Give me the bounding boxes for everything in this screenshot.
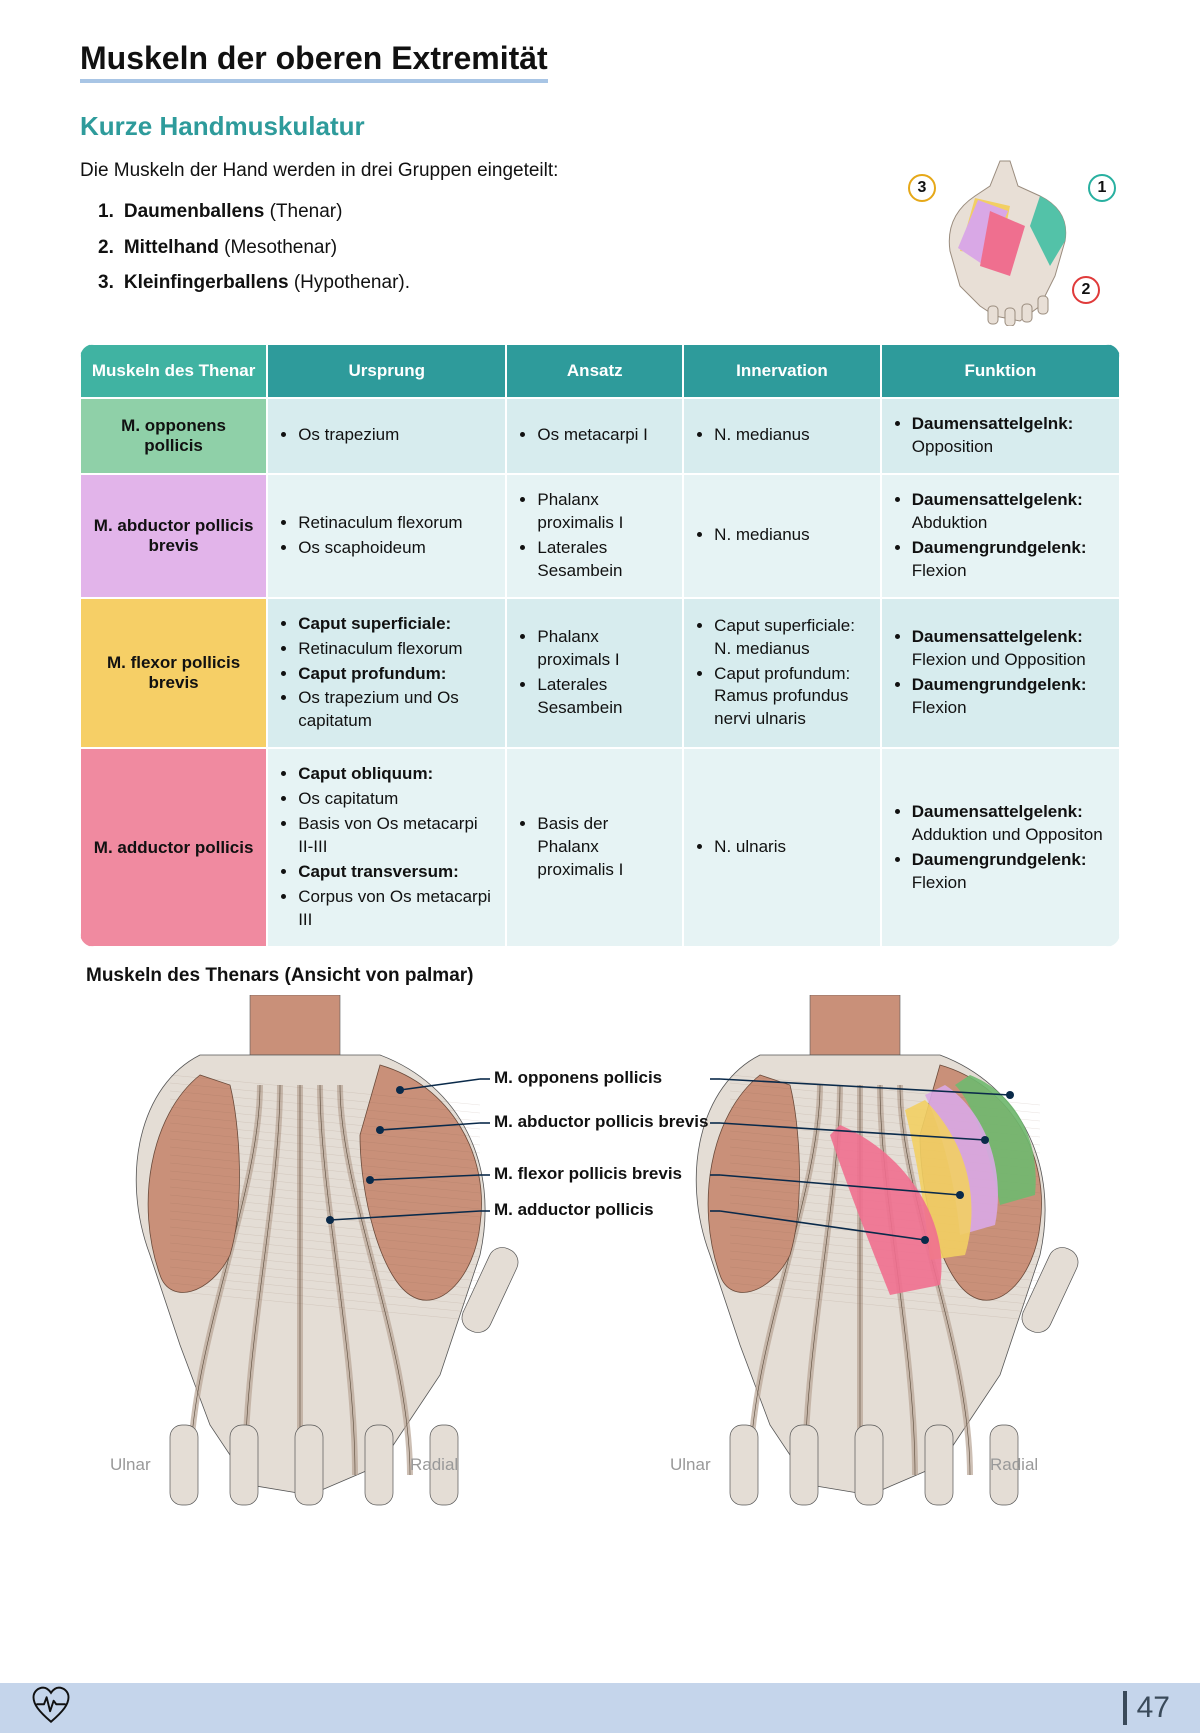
anatomy-callout: M. abductor pollicis brevis: [494, 1112, 708, 1132]
intro-paragraph: Die Muskeln der Hand werden in drei Grup…: [80, 156, 860, 185]
anatomy-callout: M. flexor pollicis brevis: [494, 1164, 682, 1184]
table-row: M. opponens pollicisOs trapeziumOs metac…: [80, 398, 1120, 474]
intro-block: Die Muskeln der Hand werden in drei Grup…: [80, 156, 860, 304]
table-header: Muskeln des Thenar: [80, 344, 267, 398]
table-cell: Os metacarpi I: [506, 398, 683, 474]
table-header: Innervation: [683, 344, 881, 398]
table-cell: Phalanx proximalis ILaterales Sesambein: [506, 474, 683, 598]
side-label: Ulnar: [670, 1455, 711, 1475]
side-label: Radial: [410, 1455, 458, 1475]
table-header: Ansatz: [506, 344, 683, 398]
table-cell: Daumen­sattelgelnk: Opposition: [881, 398, 1120, 474]
page-footer: 47: [0, 1683, 1200, 1733]
muscle-name-cell: M. flexor pollicis brevis: [80, 598, 267, 749]
table-cell: Caput obliquum:Os capitatumBasis von Os …: [267, 748, 506, 947]
side-label: Ulnar: [110, 1455, 151, 1475]
table-row: M. abductor pollicis brevisRetinaculum f…: [80, 474, 1120, 598]
diagram-badge-1: 1: [1088, 174, 1116, 202]
group-list-item: 3.Kleinfingerballens (Hypothenar).: [98, 268, 860, 297]
diagram-badge-3: 3: [908, 174, 936, 202]
group-list: 1.Daumenballens (Thenar) 2.Mittelhand (Me…: [80, 197, 860, 297]
table-cell: Basis der Phalanx proximalis I: [506, 748, 683, 947]
page-title: Muskeln der oberen Extremität: [80, 40, 548, 83]
diagram-badge-2: 2: [1072, 276, 1100, 304]
table-cell: Daumen­sattelgelenk: AbduktionDaumen­gru…: [881, 474, 1120, 598]
muscle-name-cell: M. abductor pollicis brevis: [80, 474, 267, 598]
table-cell: N. ulnaris: [683, 748, 881, 947]
heart-ecg-icon: [30, 1685, 72, 1732]
table-row: M. adductor pollicisCaput obliquum:Os ca…: [80, 748, 1120, 947]
page-number: 47: [1123, 1691, 1170, 1725]
table-cell: N. medianus: [683, 398, 881, 474]
group-list-item: 2.Mittelhand (Mesothenar): [98, 233, 860, 262]
muscle-name-cell: M. adductor pollicis: [80, 748, 267, 947]
anatomy-figure: M. opponens pollicis M. abductor pollicis…: [80, 995, 1120, 1515]
table-cell: Caput superficiale:Retinaculum flexorumC…: [267, 598, 506, 749]
anatomy-callout: M. adductor pollicis: [494, 1200, 654, 1220]
table-cell: Daumen­sattelgelenk: Flexion und Opposit…: [881, 598, 1120, 749]
table-cell: Daumen­sattelgelenk: Adduktion und Oppos…: [881, 748, 1120, 947]
figure-title: Muskeln des Thenars (Ansicht von palmar): [86, 965, 1120, 987]
table-header: Ursprung: [267, 344, 506, 398]
muscle-name-cell: M. opponens pollicis: [80, 398, 267, 474]
table-cell: Os trapezium: [267, 398, 506, 474]
table-row: M. flexor pollicis brevisCaput superfici…: [80, 598, 1120, 749]
table-cell: Caput superficiale: N. medianusCaput pro…: [683, 598, 881, 749]
anatomy-callout: M. opponens pollicis: [494, 1068, 662, 1088]
table-cell: Phalanx proximals ILaterales Sesambein: [506, 598, 683, 749]
group-list-item: 1.Daumenballens (Thenar): [98, 197, 860, 226]
table-cell: Retinaculum flexorumOs scaphoideum: [267, 474, 506, 598]
mini-hand-diagram: 1 2 3: [890, 156, 1120, 326]
side-label: Radial: [990, 1455, 1038, 1475]
thenar-table: Muskeln des ThenarUrsprungAnsatzInnervat…: [80, 344, 1120, 947]
table-cell: N. medianus: [683, 474, 881, 598]
section-title: Kurze Handmuskulatur: [80, 111, 1120, 142]
table-header: Funktion: [881, 344, 1120, 398]
